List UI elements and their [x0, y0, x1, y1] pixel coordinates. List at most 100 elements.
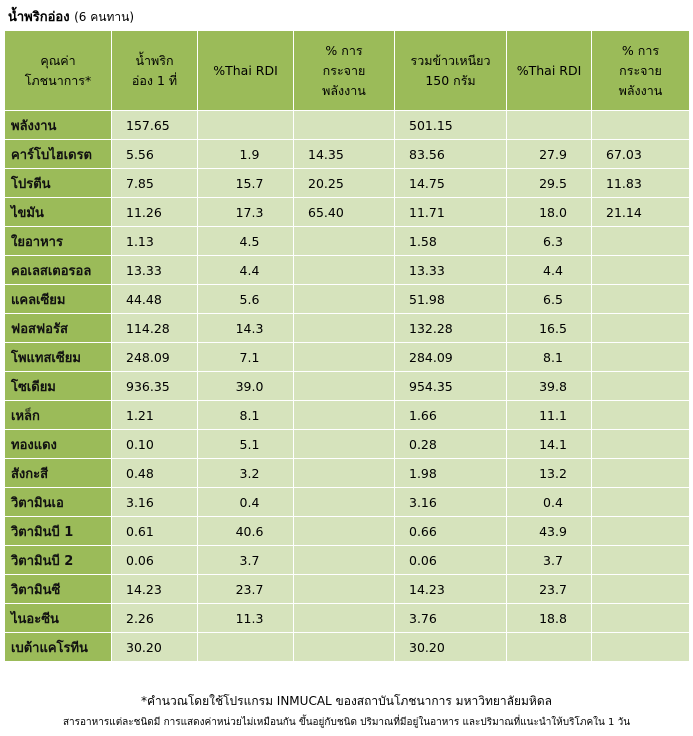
table-cell	[591, 226, 690, 256]
table-cell: 7.85	[111, 168, 198, 198]
table-row: ใยอาหาร 1.13 4.5 1.58 6.3	[4, 226, 690, 256]
table-cell	[293, 574, 395, 604]
column-header: รวมข้าวเหนียว 150 กรัม	[394, 30, 507, 111]
table-cell: 11.83	[591, 168, 690, 198]
table-cell	[293, 603, 395, 633]
table-cell: 248.09	[111, 342, 198, 372]
table-cell: 114.28	[111, 313, 198, 343]
table-cell	[591, 516, 690, 546]
table-cell: 3.7	[506, 545, 592, 575]
table-cell: 5.6	[197, 284, 294, 314]
table-cell: 132.28	[394, 313, 507, 343]
table-cell: 5.56	[111, 139, 198, 169]
table-row: วิตามินบี 1 0.61 40.6 0.66 43.9	[4, 516, 690, 546]
table-cell: 23.7	[506, 574, 592, 604]
table-cell: 14.23	[394, 574, 507, 604]
table-cell	[293, 255, 395, 285]
table-cell	[293, 284, 395, 314]
table-cell: 16.5	[506, 313, 592, 343]
table-cell: 14.75	[394, 168, 507, 198]
table-cell: 13.33	[394, 255, 507, 285]
row-label: เบต้าแคโรทีน	[4, 632, 112, 662]
table-cell: 0.61	[111, 516, 198, 546]
table-cell: 0.10	[111, 429, 198, 459]
row-label: พลังงาน	[4, 110, 112, 140]
table-cell	[506, 110, 592, 140]
table-cell: 14.1	[506, 429, 592, 459]
table-cell: 6.5	[506, 284, 592, 314]
table-cell: 18.0	[506, 197, 592, 227]
table-row: โพแทสเซียม 248.09 7.1 284.09 8.1	[4, 342, 690, 372]
table-cell: 4.5	[197, 226, 294, 256]
table-cell: 157.65	[111, 110, 198, 140]
table-cell: 23.7	[197, 574, 294, 604]
table-cell: 65.40	[293, 197, 395, 227]
column-header: % การ กระจาย พลังงาน	[293, 30, 395, 111]
table-cell	[293, 400, 395, 430]
table-cell	[293, 342, 395, 372]
table-row: ไนอะซีน 2.26 11.3 3.76 18.8	[4, 603, 690, 633]
row-label: คาร์โบไฮเดรต	[4, 139, 112, 169]
table-cell	[591, 342, 690, 372]
table-cell: 0.4	[197, 487, 294, 517]
footnote-secondary: สารอาหารแต่ละชนิดมี การแสดงค่าหน่วยไม่เห…	[62, 717, 631, 728]
table-cell: 1.66	[394, 400, 507, 430]
title-subtitle: (6 คนทาน)	[74, 10, 135, 24]
table-cell: 954.35	[394, 371, 507, 401]
table-cell: 6.3	[506, 226, 592, 256]
table-cell: 1.21	[111, 400, 198, 430]
table-cell: 13.33	[111, 255, 198, 285]
table-row: โปรตีน 7.85 15.7 20.25 14.75 29.5 11.83	[4, 168, 690, 198]
table-cell	[591, 458, 690, 488]
table-cell: 5.1	[197, 429, 294, 459]
table-cell: 3.7	[197, 545, 294, 575]
table-cell	[293, 516, 395, 546]
table-cell: 83.56	[394, 139, 507, 169]
table-cell	[591, 400, 690, 430]
column-header: คุณค่า โภชนาการ*	[4, 30, 112, 111]
table-cell: 8.1	[506, 342, 592, 372]
table-cell: 14.3	[197, 313, 294, 343]
table-cell: 39.8	[506, 371, 592, 401]
table-cell	[591, 487, 690, 517]
table-cell	[293, 545, 395, 575]
row-label: โซเดียม	[4, 371, 112, 401]
table-cell: 936.35	[111, 371, 198, 401]
table-cell	[591, 313, 690, 343]
row-label: วิตามินบี 1	[4, 516, 112, 546]
table-row: คอเลสเตอรอล 13.33 4.4 13.33 4.4	[4, 255, 690, 285]
table-cell: 2.26	[111, 603, 198, 633]
row-label: ฟอสฟอรัส	[4, 313, 112, 343]
table-cell	[591, 371, 690, 401]
table-cell: 17.3	[197, 197, 294, 227]
table-cell: 11.1	[506, 400, 592, 430]
table-row: ฟอสฟอรัส 114.28 14.3 132.28 16.5	[4, 313, 690, 343]
row-label: เหล็ก	[4, 400, 112, 430]
table-cell: 1.58	[394, 226, 507, 256]
page-title: น้ำพริกอ่อง (6 คนทาน)	[8, 6, 134, 28]
table-header-row: คุณค่า โภชนาการ* น้ำพริก อ่อง 1 ที่ %Thai …	[4, 30, 690, 111]
table-cell	[197, 632, 294, 662]
table-cell: 7.1	[197, 342, 294, 372]
table-cell: 0.28	[394, 429, 507, 459]
table-cell	[293, 487, 395, 517]
table-cell	[197, 110, 294, 140]
row-label: คอเลสเตอรอล	[4, 255, 112, 285]
table-cell: 3.2	[197, 458, 294, 488]
table-cell	[591, 632, 690, 662]
row-label: ใยอาหาร	[4, 226, 112, 256]
table-cell: 14.23	[111, 574, 198, 604]
table-cell: 43.9	[506, 516, 592, 546]
column-header: %Thai RDI	[197, 30, 294, 111]
table-cell: 3.16	[394, 487, 507, 517]
table-cell: 20.25	[293, 168, 395, 198]
table-row: เบต้าแคโรทีน 30.20 30.20	[4, 632, 690, 662]
table-cell	[293, 371, 395, 401]
table-row: ไขมัน 11.26 17.3 65.40 11.71 18.0 21.14	[4, 197, 690, 227]
table-body: พลังงาน 157.65 501.15 คาร์โบไฮเดรต 5.56 1.9 14…	[4, 110, 690, 662]
table-row: คาร์โบไฮเดรต 5.56 1.9 14.35 83.56 27.9 67.03	[4, 139, 690, 169]
table-cell: 14.35	[293, 139, 395, 169]
table-cell: 67.03	[591, 139, 690, 169]
row-label: ทองแดง	[4, 429, 112, 459]
table-cell: 1.13	[111, 226, 198, 256]
